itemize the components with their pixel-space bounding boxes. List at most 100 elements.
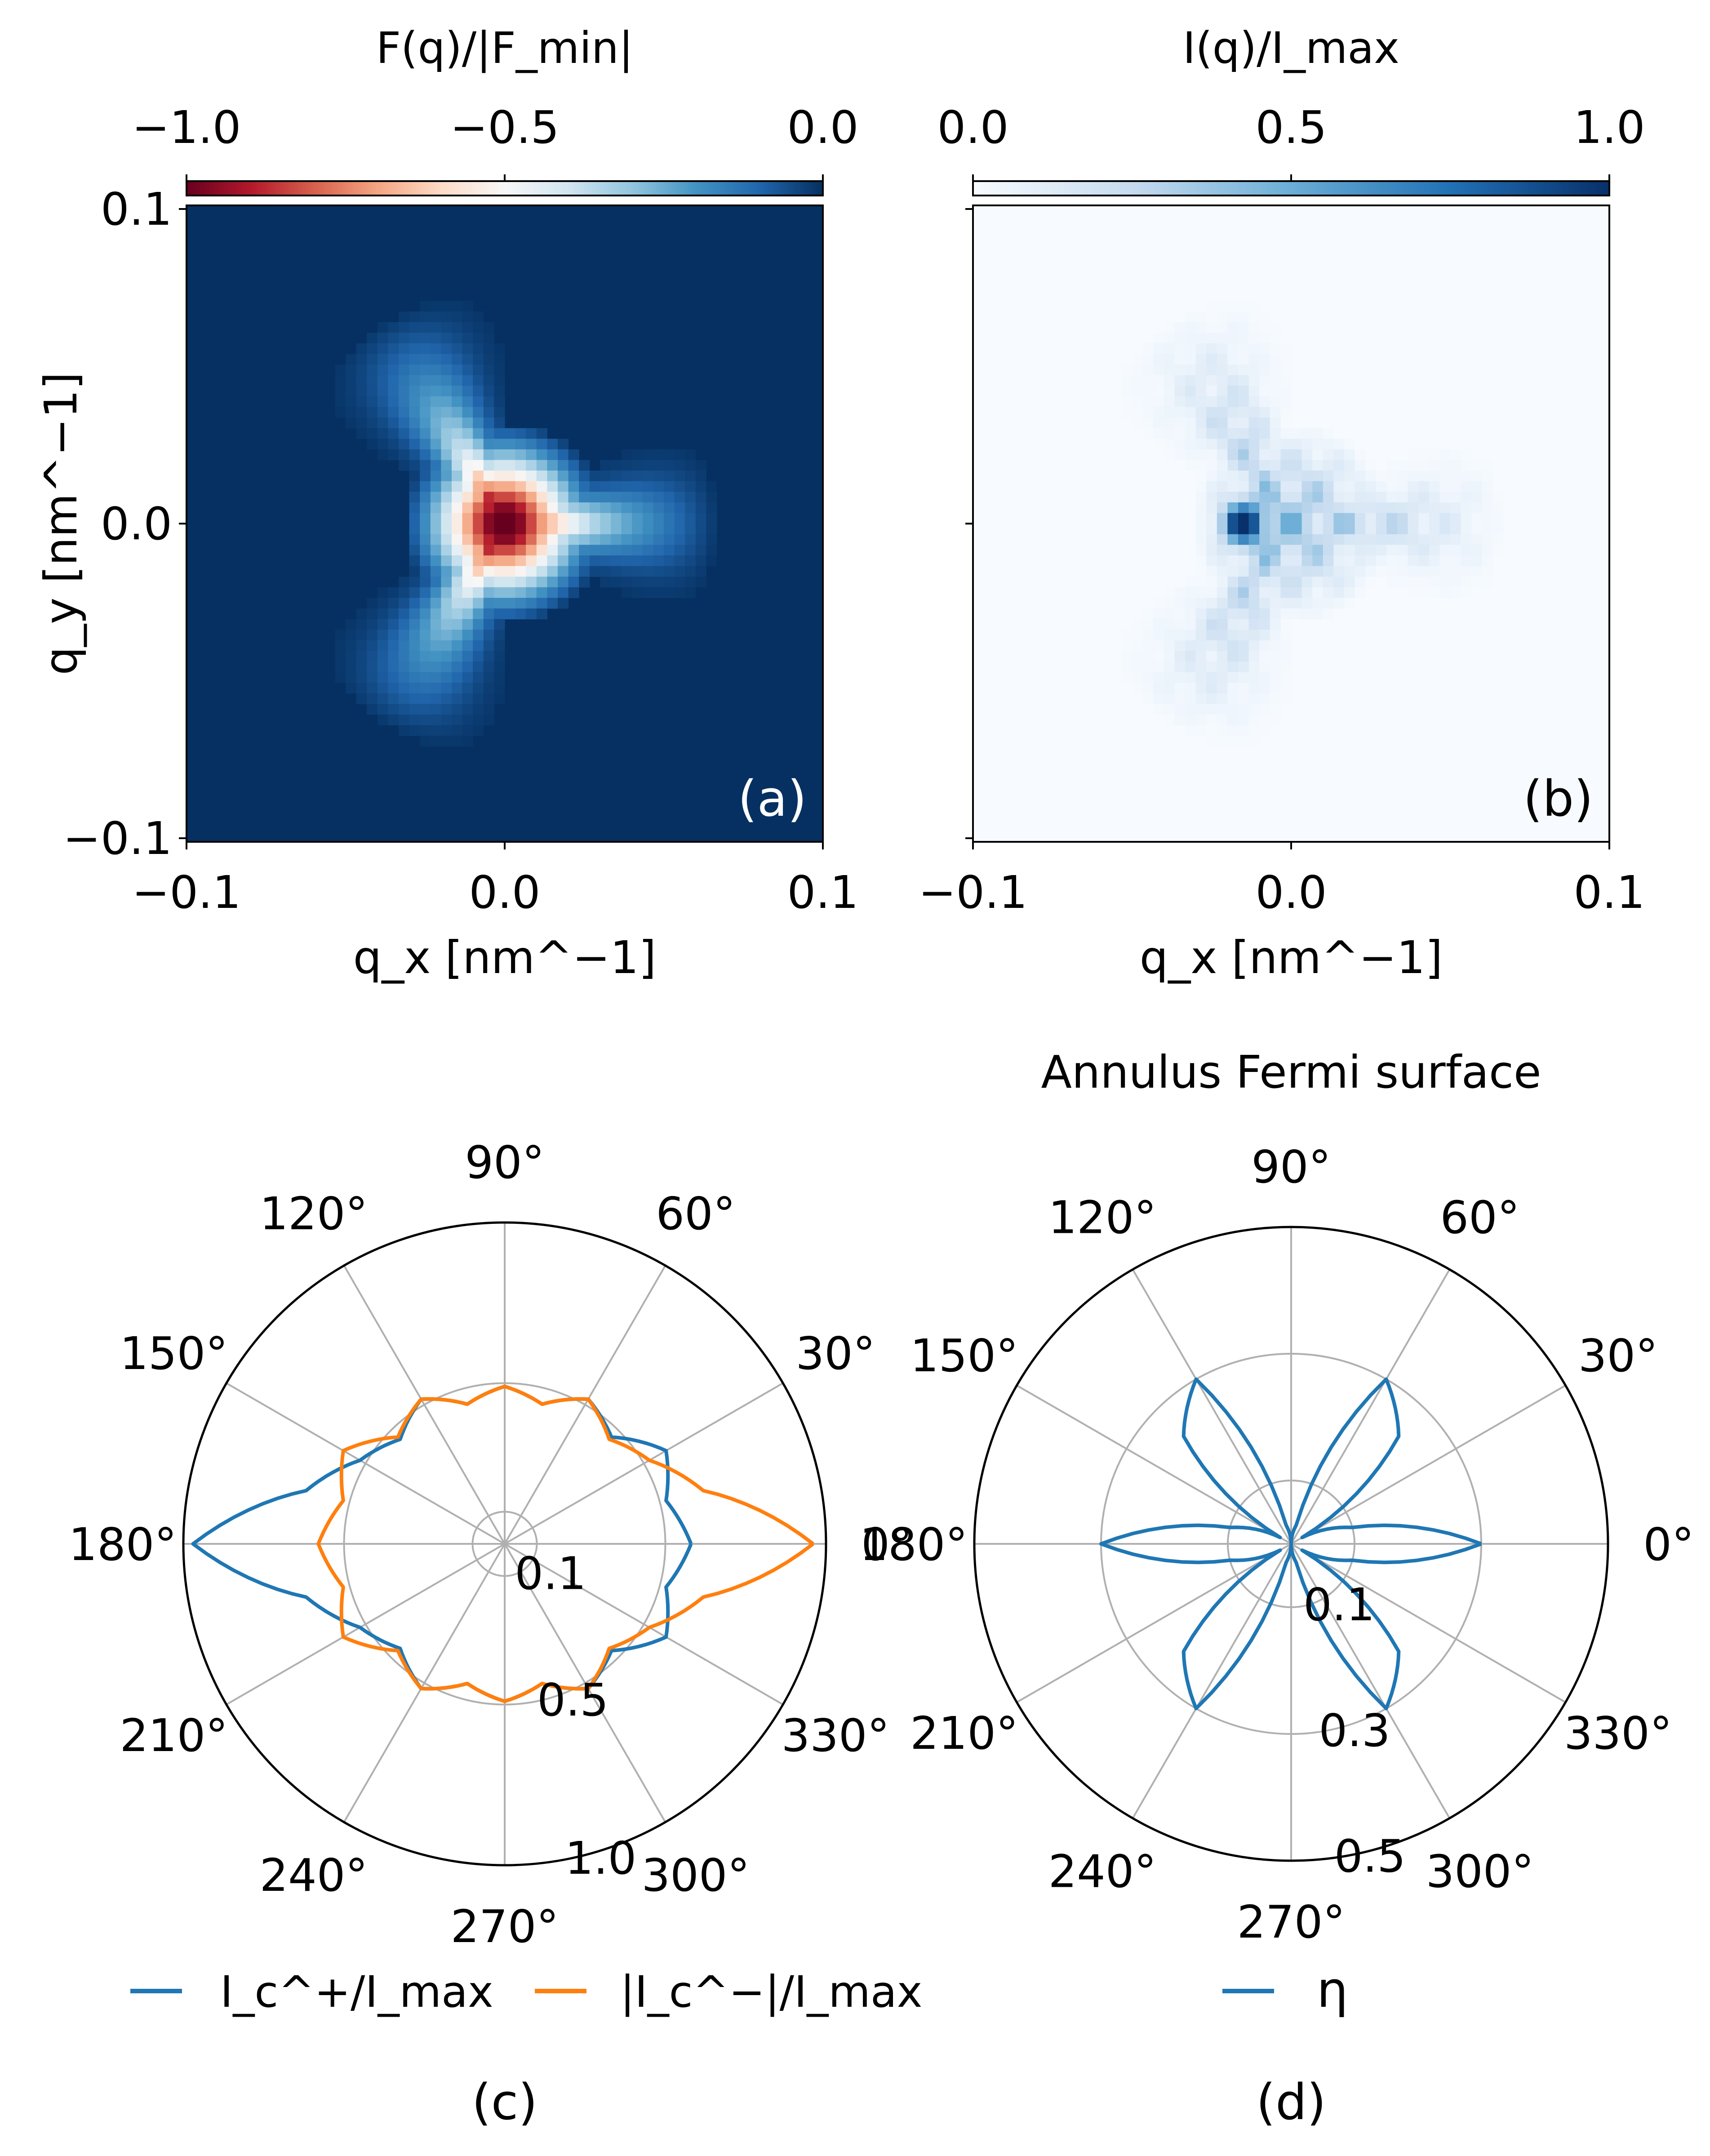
heatmap-cell [536,577,547,588]
heatmap-cell [1142,630,1154,641]
heatmap-cell [1397,502,1408,513]
heatmap-cell [1408,492,1419,503]
heatmap-cell [420,396,431,407]
heatmap-cell [1312,481,1324,492]
heatmap-cell [1312,534,1324,545]
heatmap-cell [1248,481,1260,492]
heatmap-cell [1217,365,1228,376]
heatmap-cell [1206,322,1217,333]
x-axis-label: q_x [nm^−1] [353,931,656,984]
heatmap-cell [1132,418,1143,429]
heatmap-cell [526,608,537,619]
heatmap-cell [388,587,399,598]
heatmap-cell [367,418,378,429]
heatmap-cell [1238,311,1249,323]
heatmap-cell [1301,545,1313,556]
heatmap-cell [462,725,473,736]
heatmap-cell [1164,683,1175,694]
heatmap-cell [1248,619,1260,630]
polar-angle-label: 180° [69,1518,177,1571]
heatmap-cell [473,524,484,535]
heatmap-cell [642,502,653,513]
heatmap-cell [1206,587,1217,598]
heatmap-cell [399,672,410,683]
heatmap-cell [346,683,357,694]
heatmap-cell [420,365,431,376]
heatmap-cell [600,555,611,566]
heatmap-cell [1248,439,1260,450]
heatmap-cell [1344,545,1355,556]
heatmap-cell [632,481,643,492]
colorbar-b-tick-label: 0.5 [1255,101,1327,154]
heatmap-cell [1132,630,1143,641]
heatmap-cell [695,492,706,503]
heatmap-cell [420,311,431,323]
heatmap-cell [452,502,463,513]
heatmap-cell [1238,407,1249,418]
heatmap-cell [1355,524,1366,535]
heatmap-cell [1217,428,1228,439]
heatmap-cell [1217,704,1228,715]
heatmap-cell [1238,566,1249,577]
heatmap-cell [1344,460,1355,471]
heatmap-cell [1217,661,1228,672]
heatmap-cell [367,439,378,450]
heatmap-cell [441,704,452,715]
heatmap-cell [1195,386,1207,397]
heatmap-cell [483,502,494,513]
heatmap-cell [441,661,452,672]
xtick-label: 0.1 [787,866,858,919]
heatmap-cell [1461,534,1472,545]
heatmap-cell [1238,492,1249,503]
heatmap-cell [430,492,441,503]
heatmap-cell [1471,449,1483,460]
heatmap-cell [1280,587,1292,598]
heatmap-cell [653,471,664,482]
heatmap-cell [346,418,357,429]
heatmap-cell [558,449,569,460]
heatmap-cell [1206,439,1217,450]
heatmap-cell [515,587,526,598]
heatmap-cell [1429,449,1440,460]
heatmap-cell [494,640,505,651]
heatmap-cell [1280,375,1292,386]
heatmap-cell [1429,471,1440,482]
heatmap-cell [589,545,600,556]
heatmap-cell [1195,566,1207,577]
heatmap-cell [1238,714,1249,725]
heatmap-cell [346,375,357,386]
heatmap-cell [1195,524,1207,535]
heatmap-cell [483,587,494,598]
heatmap-cell [462,619,473,630]
heatmap-cell [483,386,494,397]
heatmap-cell [1301,428,1313,439]
heatmap-cell [695,534,706,545]
heatmap-cell [1132,672,1143,683]
heatmap-cell [377,630,388,641]
heatmap-cell [441,640,452,651]
heatmap-cell [1121,375,1133,386]
heatmap-cell [1376,545,1387,556]
heatmap-cell [399,396,410,407]
heatmap-cell [1217,471,1228,482]
heatmap-cell [568,577,579,588]
heatmap-cell [1270,672,1281,683]
heatmap-cell [1376,492,1387,503]
panel-d-title: Annulus Fermi surface [1041,1046,1541,1098]
heatmap-cell [494,577,505,588]
heatmap-cell [1185,428,1196,439]
heatmap-cell [515,577,526,588]
heatmap-cell [1227,449,1239,460]
heatmap-cell [473,630,484,641]
heatmap-cell [1227,311,1239,323]
heatmap-cell [1270,608,1281,619]
heatmap-cell [367,683,378,694]
heatmap-cell [1164,333,1175,344]
heatmap-cell [664,492,675,503]
heatmap-cell [1450,577,1461,588]
heatmap-cell [1270,640,1281,651]
heatmap-cell [1439,460,1451,471]
heatmap-cell [409,608,420,619]
heatmap-cell [1206,365,1217,376]
heatmap-cell [1217,524,1228,535]
